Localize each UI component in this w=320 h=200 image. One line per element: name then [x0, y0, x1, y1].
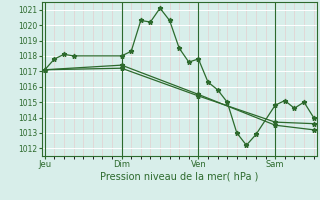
X-axis label: Pression niveau de la mer( hPa ): Pression niveau de la mer( hPa ): [100, 172, 258, 182]
